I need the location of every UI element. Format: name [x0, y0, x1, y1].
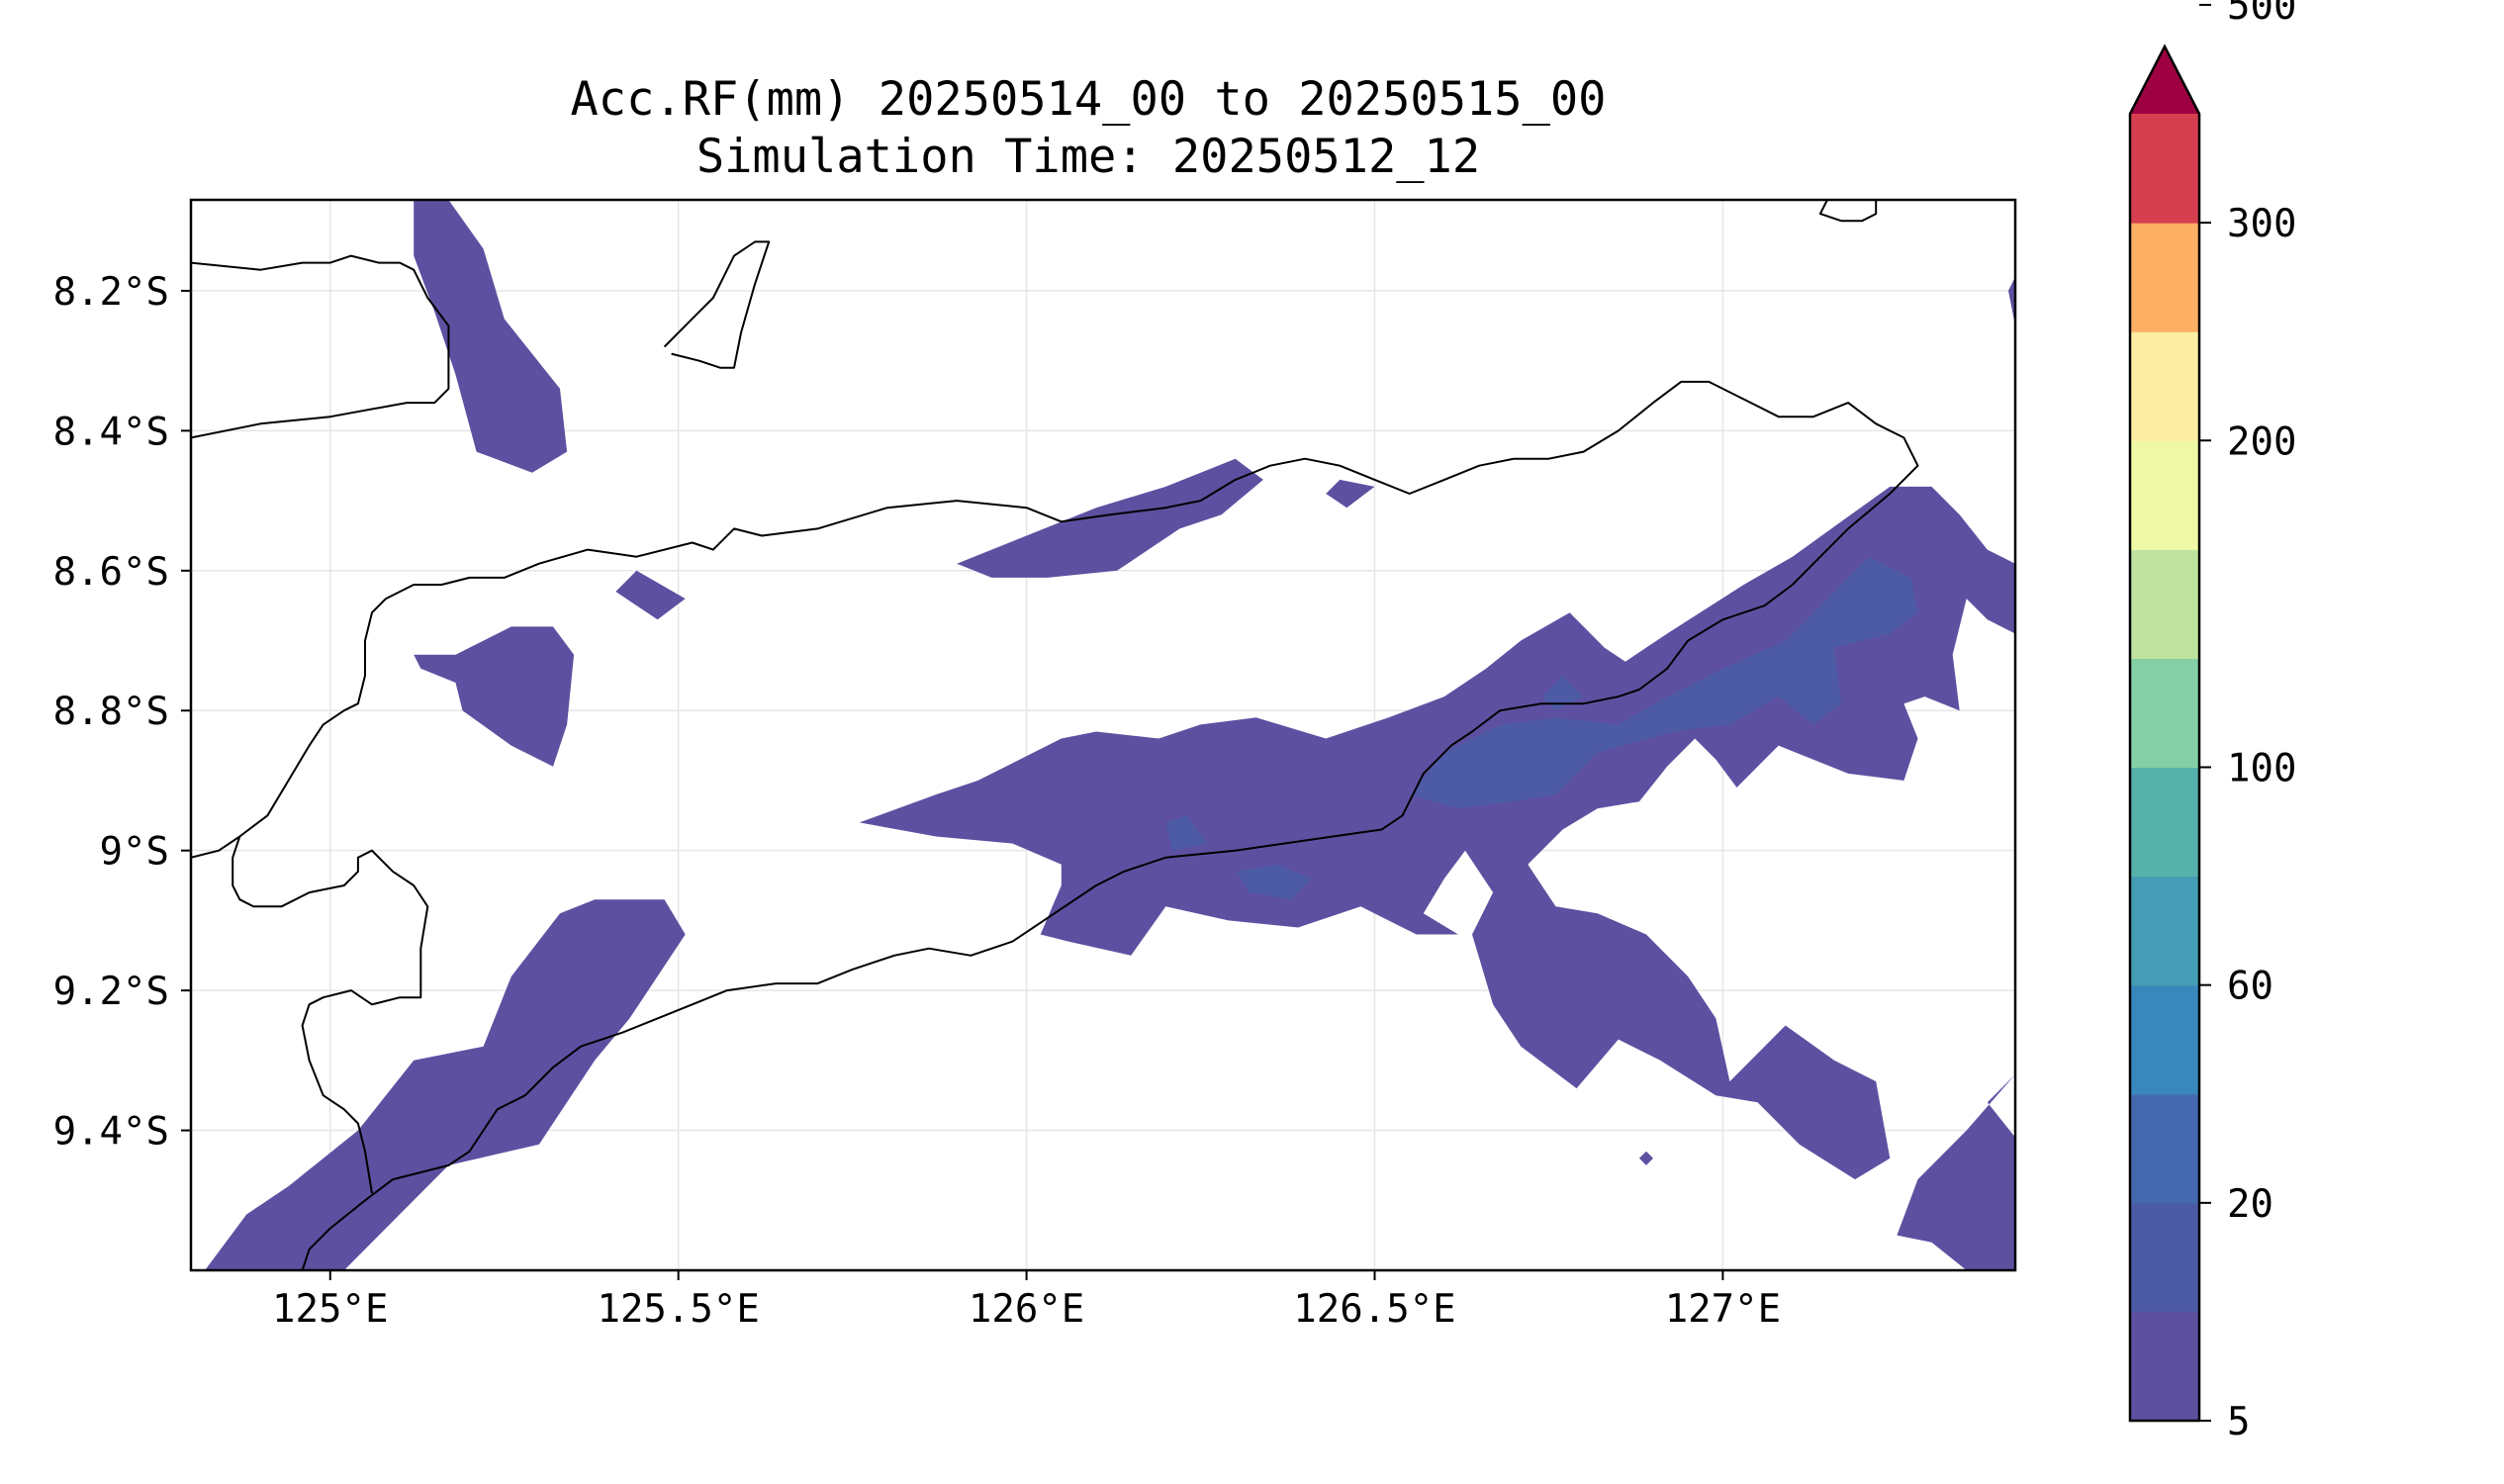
colorbar-outline: [2128, 44, 2201, 1423]
colorbar-bin: [2130, 658, 2199, 769]
coastline: [191, 380, 1919, 1270]
colorbar-tick-label: 500: [2227, 0, 2296, 29]
x-tick-label: 125.5°E: [597, 1287, 759, 1332]
colorbar-bin: [2130, 114, 2199, 224]
coastline: [1818, 200, 1878, 223]
rain-area-10-20mm: [1235, 864, 1313, 900]
colorbar-bin: [2130, 331, 2199, 441]
rain-area-10-20mm: [1541, 675, 1584, 711]
rain-area-5-10mm: [205, 899, 686, 1270]
colorbar: 5 20 60 100 200 300 500: [2128, 0, 2296, 1444]
colorbar-bin: [2130, 1311, 2199, 1422]
colorbar-bin: [2130, 1093, 2199, 1204]
x-axis-ticks: 125°E 125.5°E 126°E 126.5°E 127°E: [272, 1270, 1781, 1332]
rainfall-layer: [205, 200, 2015, 1270]
rain-area-10-20mm: [1409, 556, 1918, 809]
coastline: [191, 254, 450, 439]
colorbar-tick-label: 200: [2227, 419, 2296, 464]
y-axis-ticks: 8.2°S 8.4°S 8.6°S 8.8°S 9°S 9.2°S 9.4°S: [53, 270, 191, 1155]
colorbar-bin: [2130, 1202, 2199, 1313]
colorbar-tick-label: 100: [2227, 747, 2296, 791]
colorbar-bin: [2130, 984, 2199, 1095]
title-line-1: Acc.RF(mm) 20250514_00 to 20250515_00: [571, 72, 1607, 127]
x-tick-label: 126.5°E: [1293, 1287, 1455, 1332]
rain-area-5-10mm: [957, 458, 1263, 578]
rain-area-5-10mm: [1638, 1151, 1653, 1165]
y-tick-label: 8.2°S: [53, 270, 169, 315]
map-panel: 125°E 125.5°E 126°E 126.5°E 127°E 8.2°S 8.4°S…: [53, 198, 2017, 1332]
rain-area-5-10mm: [414, 200, 568, 473]
y-tick-label: 8.8°S: [53, 690, 169, 734]
colorbar-tick-label: 300: [2227, 202, 2296, 246]
coastline: [663, 240, 771, 369]
rain-area-5-10mm: [414, 626, 575, 767]
x-tick-label: 125°E: [272, 1287, 388, 1332]
rain-area-5-10mm: [2008, 276, 2015, 326]
y-tick-label: 9.2°S: [53, 970, 169, 1014]
map-frame: [189, 198, 2017, 1272]
rain-area-5-10mm: [1326, 479, 1375, 509]
y-tick-label: 9.4°S: [53, 1110, 169, 1155]
colorbar-bin: [2130, 876, 2199, 986]
title-line-2: Simulation Time: 20250512_12: [696, 130, 1480, 184]
rain-area-5-10mm: [615, 570, 686, 620]
x-tick-label: 126°E: [969, 1287, 1084, 1332]
coastline-layer: [191, 200, 1919, 1270]
colorbar-bin: [2130, 767, 2199, 878]
coastline: [232, 836, 429, 1194]
colorbar-bin: [2130, 549, 2199, 660]
x-tick-label: 127°E: [1665, 1287, 1781, 1332]
colorbar-bin: [2130, 223, 2199, 332]
y-tick-label: 9°S: [100, 830, 169, 875]
rain-area-5-10mm: [1897, 1074, 2015, 1270]
colorbar-bin: [2130, 440, 2199, 550]
colorbar-tick-label: 5: [2227, 1400, 2250, 1444]
colorbar-tick-label: 20: [2227, 1182, 2273, 1227]
y-tick-label: 8.6°S: [53, 550, 169, 595]
y-tick-label: 8.4°S: [53, 410, 169, 454]
rain-area-5-10mm: [859, 486, 2015, 1180]
colorbar-tick-label: 60: [2227, 965, 2273, 1009]
colorbar-extend-arrow: [2130, 46, 2199, 114]
rain-area-10-20mm: [1165, 815, 1208, 851]
